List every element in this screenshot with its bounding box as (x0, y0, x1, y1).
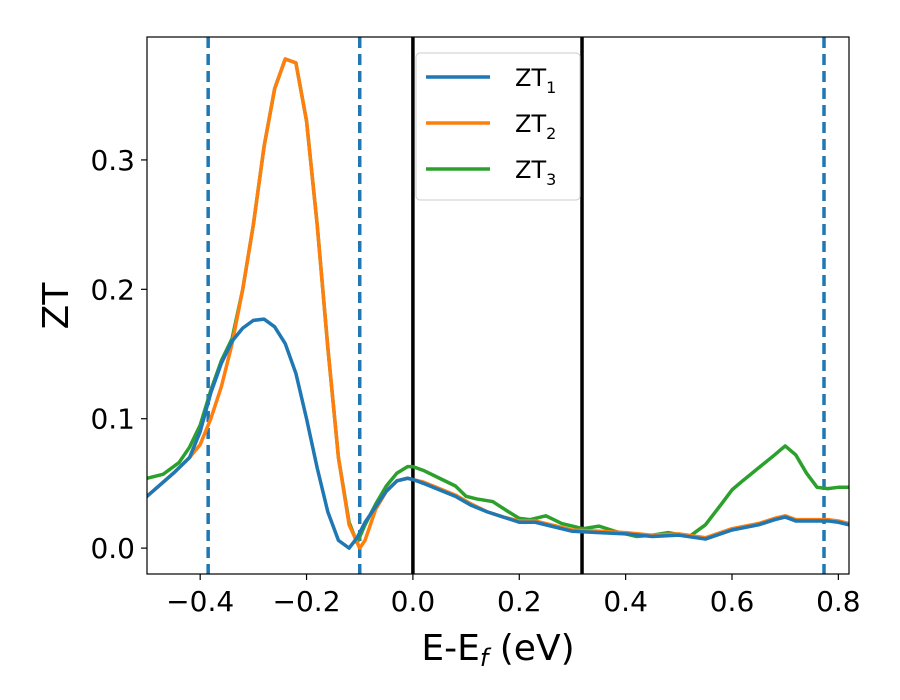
x-tick-label: 0.6 (710, 585, 755, 618)
x-axis-title-unit: (eV) (488, 628, 574, 669)
x-axis-title: E-Ef (eV) (421, 628, 574, 672)
x-tick-label: 0.2 (497, 585, 542, 618)
y-tick-label: 0.0 (90, 532, 135, 565)
reference-lines (206, 37, 826, 574)
y-axis-title: ZT (36, 282, 77, 330)
legend-label-zt2: ZT2 (515, 110, 556, 143)
y-tick-label: 0.1 (90, 403, 135, 436)
x-tick-label: −0.4 (166, 585, 234, 618)
x-tick-label: 0.8 (816, 585, 861, 618)
x-tick-label: −0.2 (273, 585, 341, 618)
x-tick-label: 0.0 (391, 585, 436, 618)
plot-frame (146, 36, 850, 575)
x-tick-label: 0.4 (603, 585, 648, 618)
y-tick-label: 0.3 (90, 144, 135, 177)
y-tick-label: 0.2 (90, 273, 135, 306)
legend-label-zt1: ZT1 (515, 64, 556, 97)
y-axis: 0.0 0.1 0.2 0.3 (90, 144, 147, 565)
x-axis-title-main: E-E (421, 628, 479, 669)
series-line-zt1 (147, 317, 849, 550)
legend: ZT1 ZT2 ZT3 (415, 52, 581, 201)
legend-label-zt3: ZT3 (515, 156, 556, 189)
series-lines (147, 57, 849, 550)
legend-box (415, 52, 581, 201)
x-axis: −0.4 −0.2 0.0 0.2 0.4 0.6 0.8 (166, 574, 861, 618)
